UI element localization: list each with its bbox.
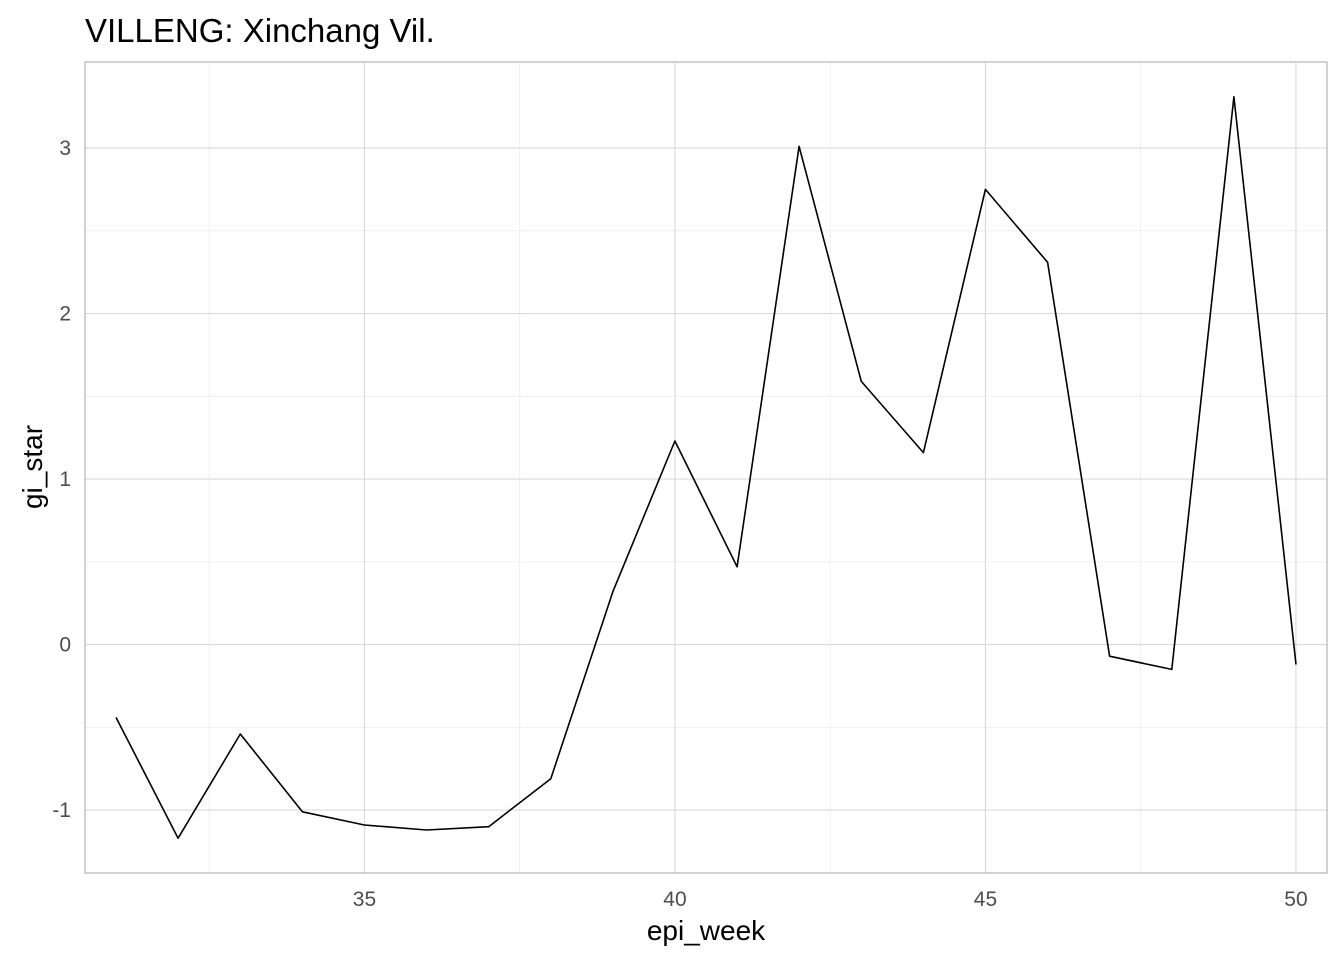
x-tick-label: 35 — [353, 888, 376, 911]
y-axis-ticks: -1 0 1 2 3 — [52, 137, 71, 822]
grid — [85, 62, 1327, 873]
x-axis-label: epi_week — [647, 915, 766, 946]
y-tick-label: 2 — [59, 303, 71, 326]
x-axis-ticks: 35 40 45 50 — [353, 888, 1308, 911]
y-tick-label: -1 — [52, 799, 71, 822]
x-tick-label: 45 — [974, 888, 997, 911]
y-axis-label: gi_star — [17, 425, 48, 509]
y-tick-label: 0 — [59, 634, 71, 657]
series-line — [115, 96, 1297, 840]
x-tick-label: 40 — [663, 888, 686, 911]
series-layer — [115, 96, 1297, 840]
x-tick-label: 50 — [1284, 888, 1307, 911]
y-tick-label: 1 — [59, 468, 71, 491]
y-tick-label: 3 — [59, 137, 71, 160]
panel-border — [84, 61, 1328, 874]
chart-title: VILLENG: Xinchang Vil. — [85, 12, 435, 49]
